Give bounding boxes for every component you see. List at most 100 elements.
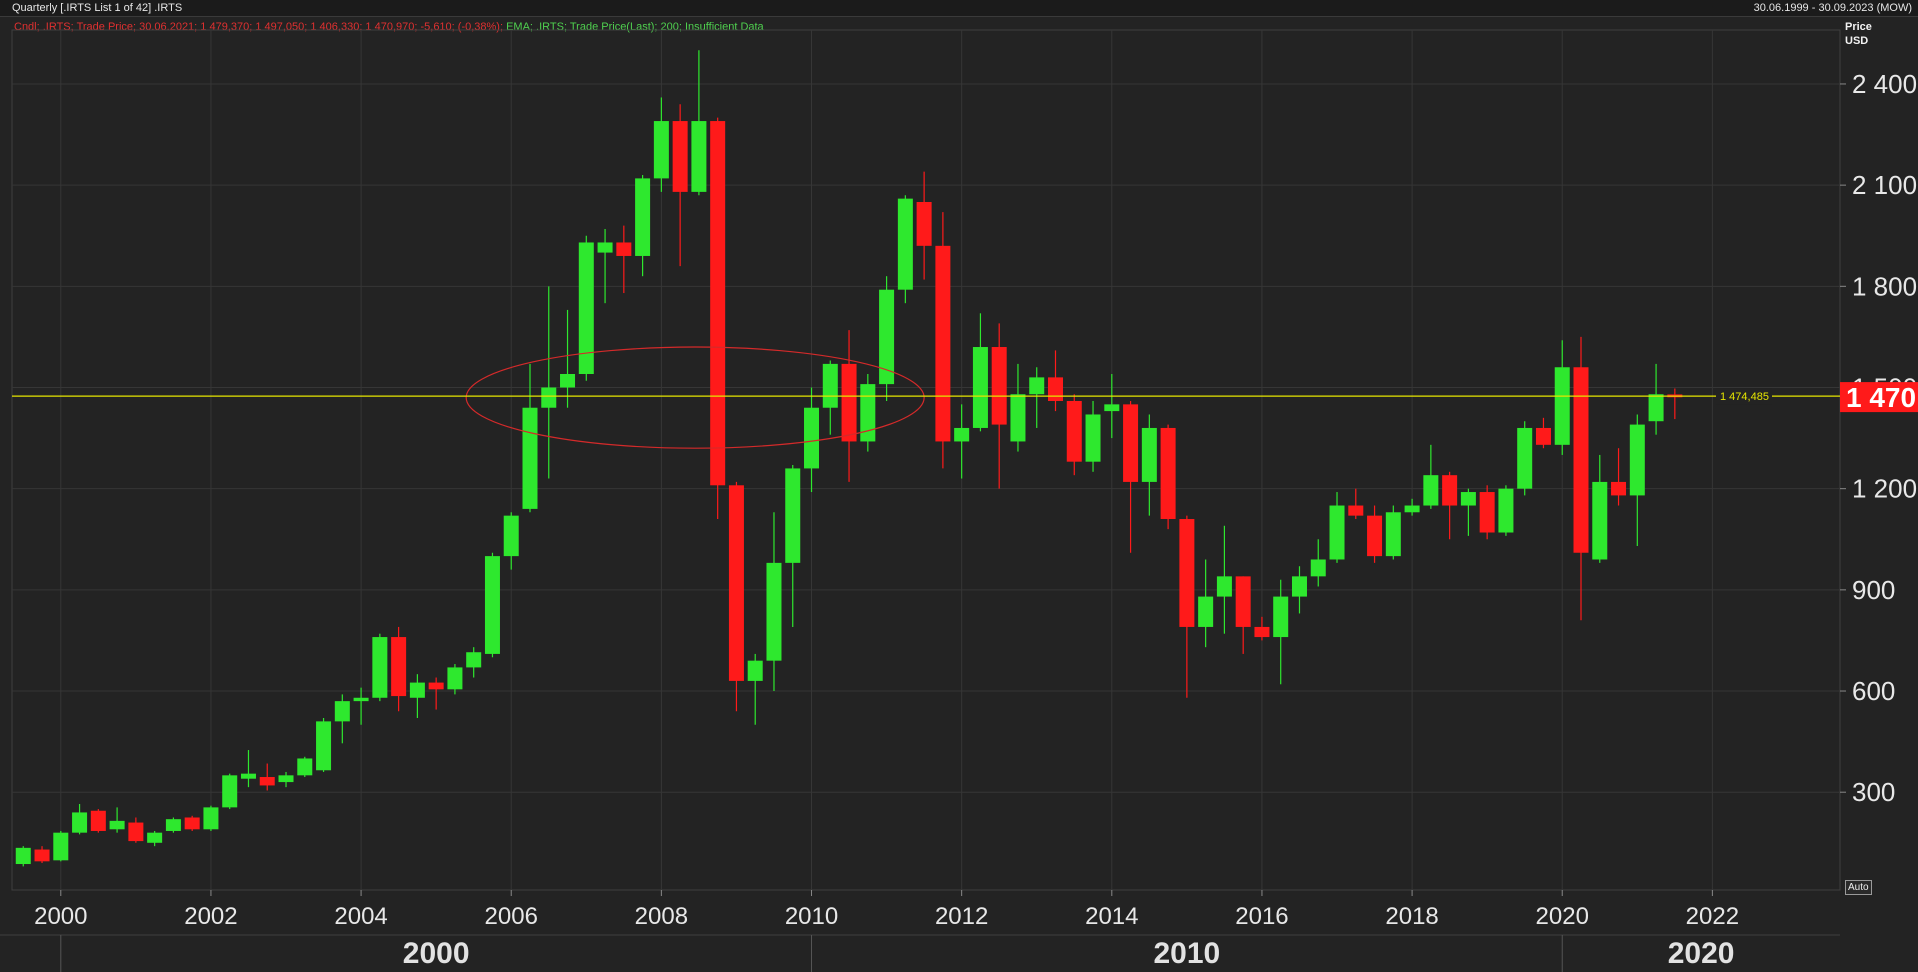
candle-up	[1085, 400, 1101, 472]
candle-body	[240, 773, 256, 779]
candle-down	[991, 323, 1007, 489]
candle-up	[653, 97, 669, 192]
x-tick-label: 2020	[1536, 903, 1589, 930]
y-tick-label: 900	[1852, 575, 1895, 605]
candle-body	[1254, 626, 1270, 638]
candle-up	[165, 817, 181, 833]
candle-up	[316, 718, 332, 772]
candle-body	[372, 637, 388, 698]
candle-body	[1010, 394, 1026, 442]
x-tick-label: 2000	[34, 903, 87, 930]
candle-body	[916, 202, 932, 246]
x-tick-label: 2004	[334, 903, 387, 930]
candle-up	[879, 276, 895, 401]
candle-body	[804, 407, 820, 469]
candle-body	[691, 121, 707, 192]
x-tick-label: 2010	[785, 903, 838, 930]
candle-body	[503, 515, 519, 557]
candle-up	[240, 750, 256, 788]
candle-body	[1123, 404, 1139, 482]
candle-down	[1573, 336, 1589, 621]
candle-body	[447, 667, 463, 690]
candle-body	[578, 242, 594, 374]
candle-body	[484, 556, 500, 654]
candle-body	[991, 347, 1007, 425]
candle-body	[1198, 596, 1214, 627]
candle-body	[728, 485, 744, 681]
x-tick-label: 2016	[1235, 903, 1288, 930]
candle-up	[597, 228, 613, 304]
decade-label: 2010	[1153, 937, 1220, 970]
last-price-badge	[1840, 382, 1918, 413]
candle-up	[334, 694, 350, 744]
plot-area-border	[11, 29, 1841, 891]
candle-body	[1423, 475, 1439, 506]
candle-up	[109, 807, 125, 833]
candle-up	[353, 687, 369, 725]
candle-down	[1667, 388, 1683, 420]
candle-up	[72, 804, 88, 835]
auto-scale-button[interactable]: Auto	[1845, 880, 1872, 895]
candle-down	[672, 104, 688, 267]
candle-body	[1216, 576, 1232, 597]
candle-up	[222, 773, 238, 810]
candle-body	[15, 847, 31, 865]
candle-body	[616, 242, 632, 256]
y-tick-label: 2 100	[1852, 170, 1917, 200]
candle-up	[1010, 363, 1026, 452]
x-tick-label: 2022	[1686, 903, 1739, 930]
candle-body	[428, 682, 444, 690]
candle-down	[1123, 400, 1139, 553]
candle-down	[935, 212, 951, 469]
candle-down	[1348, 488, 1364, 520]
candle-down	[616, 225, 632, 294]
candle-up	[1554, 340, 1570, 455]
candle-body	[1573, 367, 1589, 553]
candle-up	[1141, 414, 1157, 516]
candle-up	[15, 846, 31, 867]
candle-down	[916, 171, 932, 280]
candle-body	[597, 242, 613, 253]
candle-body	[297, 758, 313, 776]
candle-body	[34, 849, 50, 862]
candle-up	[503, 512, 519, 570]
candle-body	[1104, 404, 1120, 412]
candle-up	[53, 830, 69, 862]
candle-down	[1479, 485, 1495, 540]
candle-body	[1629, 424, 1645, 496]
candle-up	[1385, 505, 1401, 560]
candle-body	[560, 374, 576, 388]
candle-body	[1367, 515, 1383, 557]
candle-up	[1029, 367, 1045, 428]
price-axis-unit-currency: USD	[1845, 35, 1869, 47]
candle-body	[710, 121, 726, 486]
candle-body	[353, 697, 369, 702]
y-tick-label: 1 200	[1852, 474, 1917, 504]
candle-body	[316, 721, 332, 771]
candle-up	[147, 830, 163, 847]
candle-body	[897, 198, 913, 290]
candle-down	[1611, 448, 1627, 506]
chart-header-bar: Quarterly [.IRTS List 1 of 42] .IRTS 30.…	[0, 0, 1918, 17]
candle-up	[409, 674, 425, 718]
candle-down	[1160, 424, 1176, 530]
candle-up	[972, 313, 988, 432]
candle-body	[109, 820, 125, 830]
candle-down	[1254, 616, 1270, 641]
candle-body	[409, 682, 425, 698]
x-tick-label: 2002	[184, 903, 237, 930]
candle-body	[541, 387, 557, 408]
candle-body	[90, 810, 106, 831]
candle-up	[897, 195, 913, 304]
decade-label: 2020	[1668, 937, 1735, 970]
candle-body	[860, 384, 876, 442]
candle-body	[1273, 596, 1289, 638]
candle-up	[691, 50, 707, 196]
candle-body	[653, 121, 669, 179]
candle-up	[1310, 539, 1326, 587]
candle-up	[278, 771, 294, 788]
candle-up	[1273, 579, 1289, 685]
candle-down	[1066, 394, 1082, 476]
